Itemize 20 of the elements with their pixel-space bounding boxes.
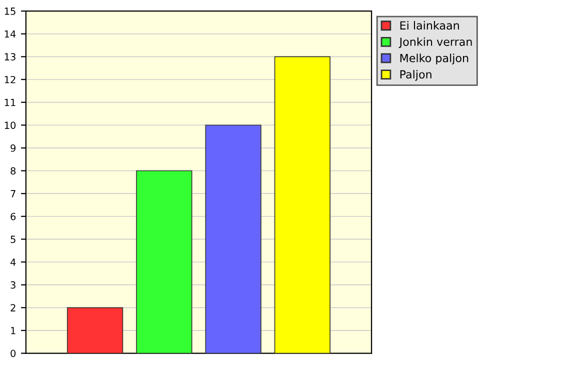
y-tick-label: 0: [10, 350, 16, 358]
legend-label: Jonkin verran: [398, 37, 472, 48]
legend-label: Ei lainkaan: [400, 21, 459, 30]
y-tick-label: 10: [4, 122, 16, 129]
y-tick-label: 9: [10, 144, 16, 152]
y-tick-label: 6: [10, 212, 16, 220]
legend-label: Paljon: [400, 70, 432, 81]
y-tick-label: 13: [4, 53, 16, 61]
y-tick-label: 5: [10, 236, 16, 244]
y-tick-label: 15: [4, 8, 16, 15]
y-tick-label: 11: [4, 98, 16, 106]
y-tick-label: 2: [10, 304, 16, 312]
legend-label: Melko paljon: [400, 54, 468, 64]
y-tick-label: 8: [10, 167, 16, 175]
y-tick-label: 4: [10, 258, 16, 266]
y-tick-label: 1: [11, 327, 16, 334]
y-tick-label: 14: [4, 30, 16, 38]
y-tick-label: 12: [4, 76, 16, 84]
y-tick-label: 3: [10, 281, 16, 289]
y-tick-label: 7: [10, 190, 16, 198]
